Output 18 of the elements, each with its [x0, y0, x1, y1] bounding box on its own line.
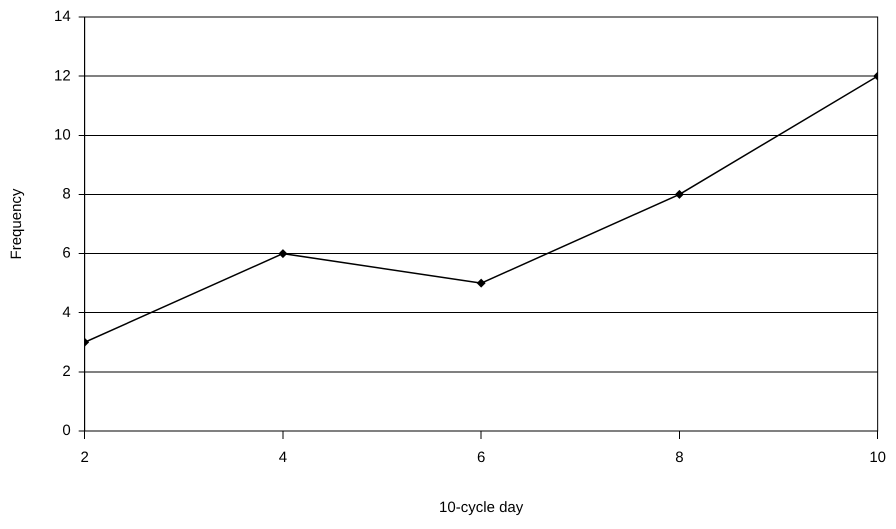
x-tick-label: 6 — [477, 449, 486, 466]
y-tick-label: 12 — [54, 67, 71, 84]
y-tick-label: 6 — [62, 244, 71, 262]
y-tick-label: 14 — [54, 8, 71, 26]
y-tick-label: 0 — [62, 422, 71, 440]
point — [278, 249, 288, 258]
point — [674, 190, 684, 199]
y-tick-label: 4 — [62, 304, 71, 321]
point — [476, 278, 486, 288]
x-tick-label: 2 — [80, 449, 89, 466]
x-tick-label: 8 — [675, 449, 684, 466]
y-tick-label: 10 — [54, 126, 71, 144]
x-tick-label: 10 — [869, 449, 886, 466]
x-tick-label: 4 — [278, 449, 288, 466]
y-axis-title: Frequency — [8, 188, 26, 260]
y-tick-label: 8 — [62, 186, 71, 203]
y-tick-label: 2 — [62, 363, 71, 380]
x-axis-title: 10-cycle day — [439, 499, 524, 516]
